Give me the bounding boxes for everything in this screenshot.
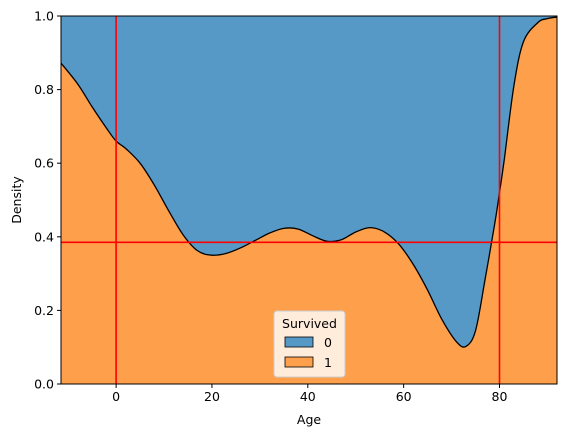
legend-title: Survived: [282, 316, 337, 331]
axes-frame: [60, 15, 558, 385]
legend-label-0: 0: [324, 335, 332, 350]
density-boundary-line: [60, 16, 558, 348]
x-tick-label: 0: [112, 389, 120, 404]
x-axis-label: Age: [297, 412, 321, 427]
y-tick-label: 0.2: [34, 303, 54, 318]
axes: 0 20 40 60 80 0.0 0.2 0.4 0.6 0.8 1.0: [34, 9, 558, 404]
legend-label-1: 1: [324, 355, 332, 370]
x-tick-label: 40: [300, 389, 316, 404]
legend-swatch-1: [284, 356, 314, 368]
y-axis-label: Density: [9, 176, 24, 224]
area-series-1: [61, 17, 557, 384]
legend: Survived 0 1: [273, 310, 346, 378]
area-series-0: [61, 16, 557, 348]
y-tick-label: 0.8: [34, 82, 54, 97]
x-tick-label: 60: [396, 389, 412, 404]
y-tick-label: 0.6: [34, 156, 54, 171]
y-tick-label: 1.0: [34, 9, 54, 24]
plot-area: [60, 16, 558, 384]
x-tick-label: 20: [204, 389, 220, 404]
x-tick-label: 80: [492, 389, 508, 404]
y-tick-label: 0.0: [34, 377, 54, 392]
y-tick-label: 0.4: [34, 229, 54, 244]
legend-swatch-0: [284, 336, 314, 348]
